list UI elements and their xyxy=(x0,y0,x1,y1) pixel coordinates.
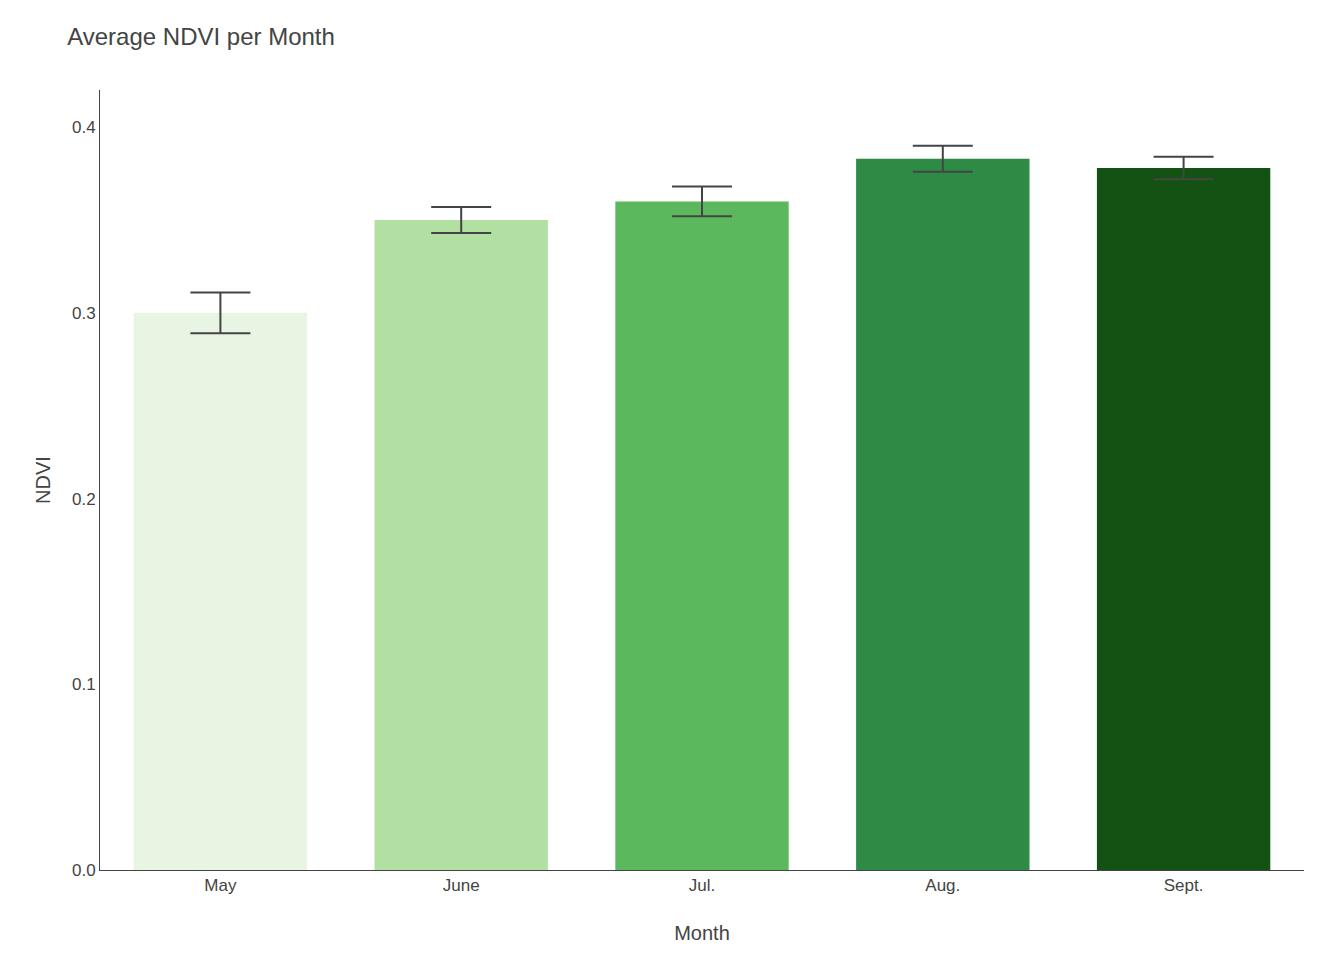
svg-text:Average NDVI per Month: Average NDVI per Month xyxy=(67,23,335,50)
svg-text:0.3: 0.3 xyxy=(72,304,96,323)
svg-text:0.0: 0.0 xyxy=(72,861,96,880)
svg-text:May: May xyxy=(204,876,237,895)
svg-text:Sept.: Sept. xyxy=(1164,876,1204,895)
svg-text:Month: Month xyxy=(674,922,730,944)
svg-text:NDVI: NDVI xyxy=(32,456,54,504)
svg-text:0.2: 0.2 xyxy=(72,490,96,509)
svg-text:Jul.: Jul. xyxy=(689,876,715,895)
svg-text:0.1: 0.1 xyxy=(72,675,96,694)
svg-text:Aug.: Aug. xyxy=(925,876,960,895)
svg-text:0.4: 0.4 xyxy=(72,118,96,137)
svg-text:June: June xyxy=(443,876,480,895)
